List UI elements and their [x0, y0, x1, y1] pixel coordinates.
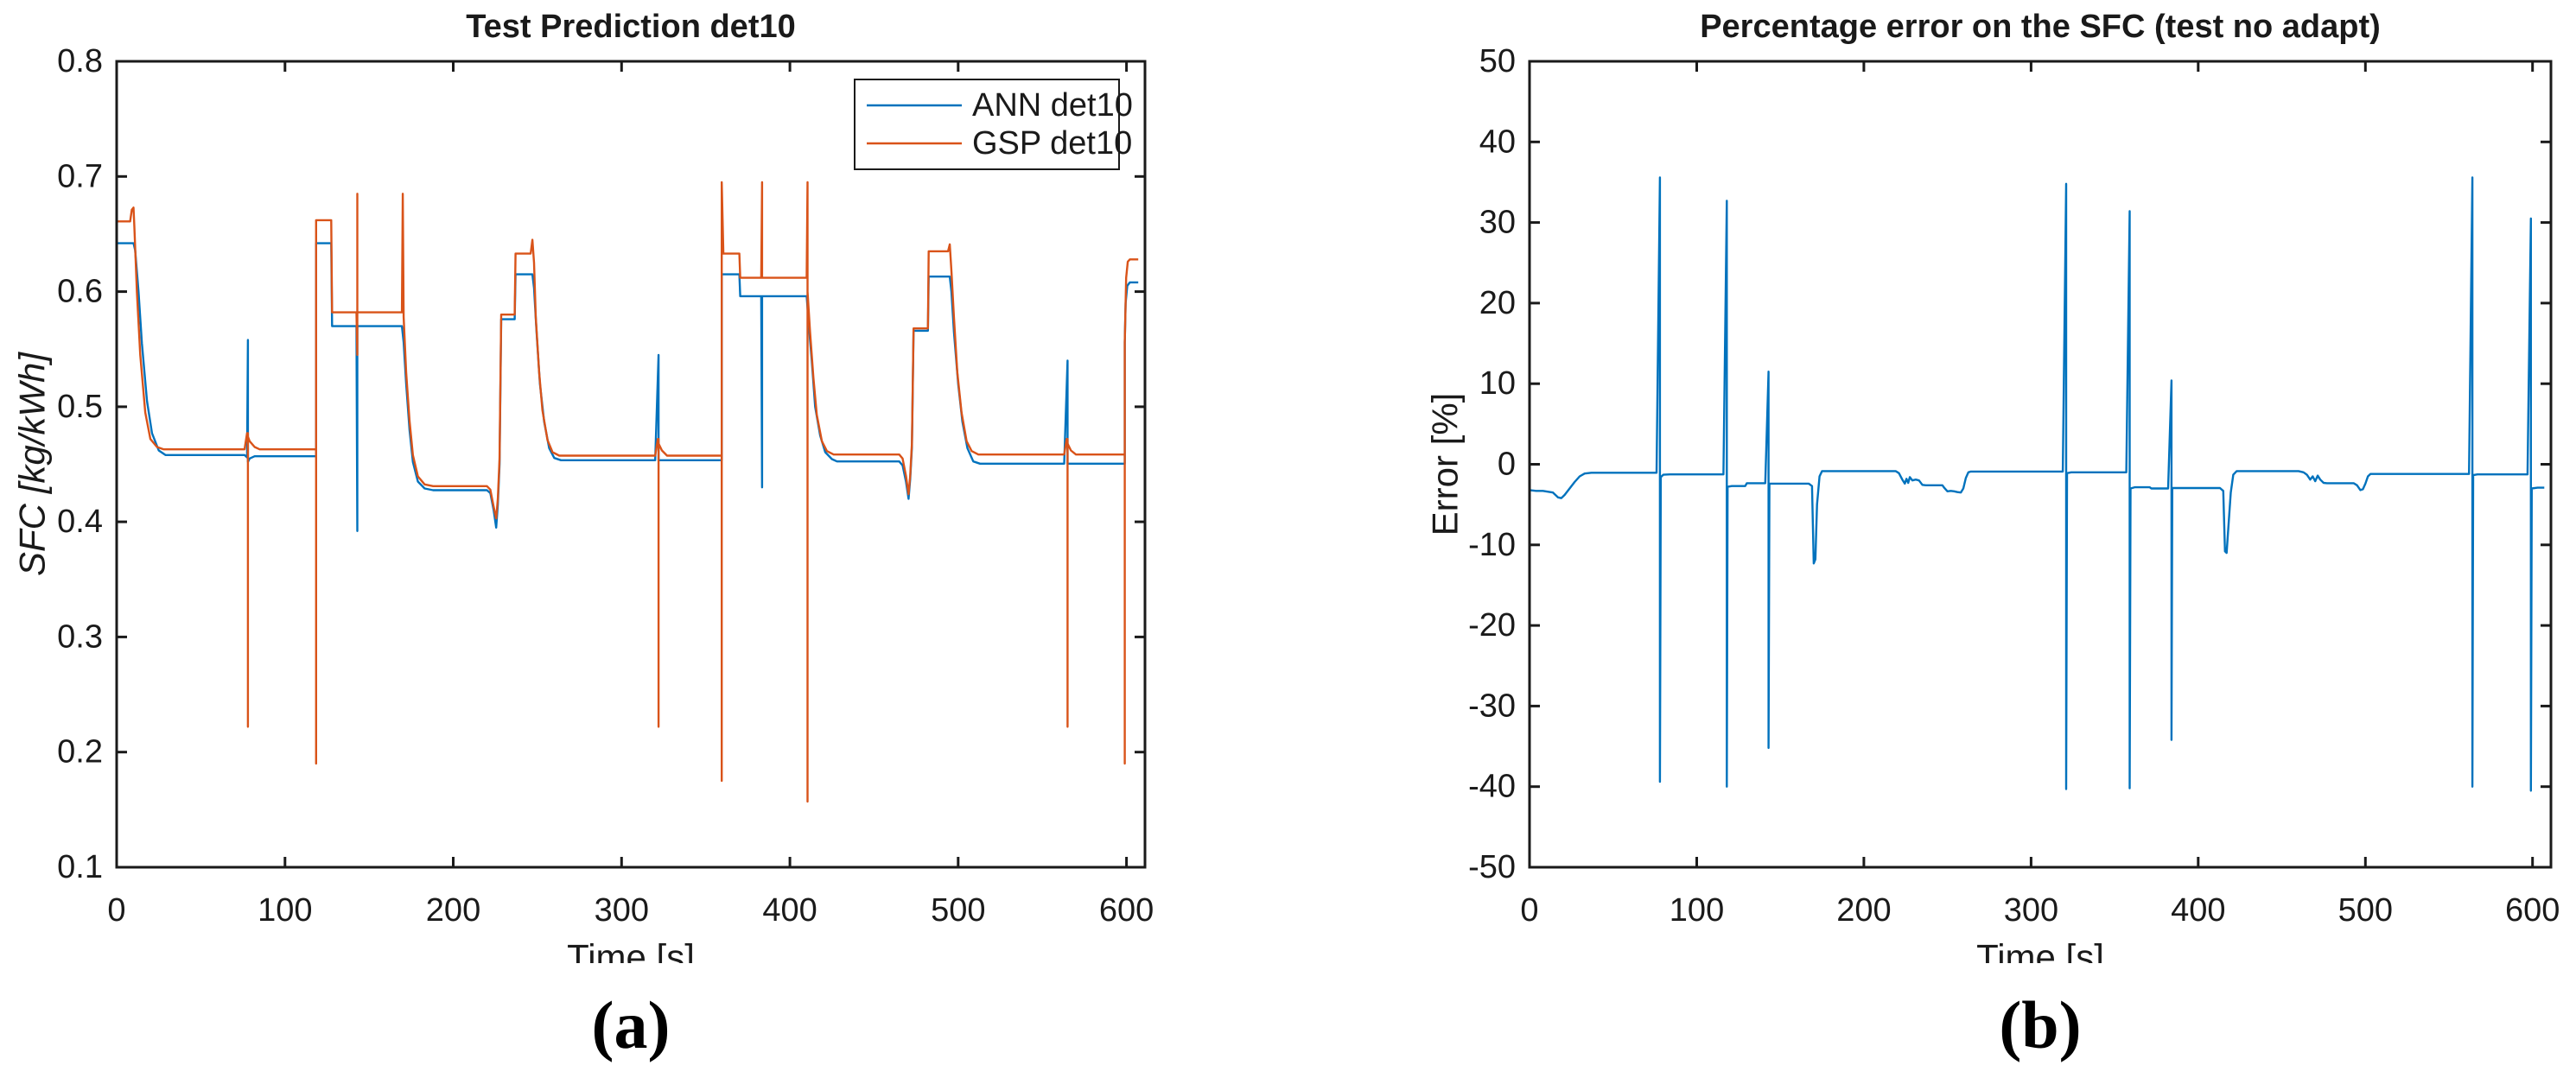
y-tick-label: -10 — [1468, 527, 1516, 563]
x-tick-label: 200 — [426, 892, 480, 929]
y-axis-label: SFC [kg/kWh] — [12, 352, 53, 576]
x-tick-label: 300 — [595, 892, 649, 929]
y-tick-label: 0.4 — [57, 504, 103, 540]
x-tick-label: 100 — [258, 892, 312, 929]
y-tick-label: 0.1 — [57, 849, 103, 885]
series-line-ann-det10 — [117, 242, 1139, 532]
y-tick-label: 0.5 — [57, 389, 103, 425]
y-tick-label: 0 — [1498, 447, 1516, 483]
y-tick-label: 10 — [1479, 365, 1516, 402]
x-tick-label: 500 — [2338, 892, 2393, 929]
y-tick-label: 50 — [1479, 43, 1516, 79]
y-tick-label: 40 — [1479, 124, 1516, 160]
y-tick-label: -40 — [1468, 769, 1516, 805]
x-axis-label: Time [s] — [1976, 937, 2104, 964]
y-tick-label: 20 — [1479, 285, 1516, 321]
y-tick-label: 0.8 — [57, 43, 103, 79]
x-axis-label: Time [s] — [567, 937, 695, 964]
x-tick-label: 300 — [2004, 892, 2058, 929]
x-tick-label: 0 — [1520, 892, 1538, 929]
y-tick-label: 0.7 — [57, 158, 103, 194]
y-tick-label: 0.3 — [57, 618, 103, 655]
plot-box — [115, 60, 1147, 869]
legend-label-gsp-det10: GSP det10 — [972, 125, 1132, 162]
series-line-error — [1530, 176, 2545, 792]
y-axis-label: Error [%] — [1425, 393, 1466, 536]
x-tick-label: 400 — [2171, 892, 2225, 929]
caption-b: (b) — [1999, 987, 2082, 1062]
left-plot: 0 100 200 300 400 500 600 0.1 0.2 0.3 0.4 0.5 0.6 0.7… — [12, 9, 1154, 964]
x-tick-label: 200 — [1836, 892, 1891, 929]
legend-box — [854, 79, 1120, 170]
x-tick-label: 600 — [2505, 892, 2560, 929]
plot-box — [1528, 60, 2553, 869]
x-tick-label: 0 — [107, 892, 125, 929]
y-tick-label: 30 — [1479, 205, 1516, 241]
x-tick-label: 400 — [762, 892, 817, 929]
legend-label-ann-det10: ANN det10 — [972, 87, 1133, 124]
chart-title: Percentage error on the SFC (test no ada… — [1700, 9, 2381, 45]
x-tick-label: 600 — [1099, 892, 1154, 929]
y-tick-label: -30 — [1468, 688, 1516, 724]
y-tick-label: 0.6 — [57, 274, 103, 310]
series-line-gsp-det10 — [117, 181, 1139, 803]
y-tick-label: -20 — [1468, 607, 1516, 644]
x-tick-label: 500 — [931, 892, 985, 929]
y-tick-label: -50 — [1468, 849, 1516, 885]
y-tick-label: 0.2 — [57, 734, 103, 770]
caption-a: (a) — [591, 987, 671, 1062]
right-plot: 0 100 200 300 400 500 600 -50 -40 -30 -20 -10 0 10 20 3… — [1425, 9, 2560, 964]
chart-title: Test Prediction det10 — [466, 9, 796, 45]
x-tick-label: 100 — [1670, 892, 1724, 929]
